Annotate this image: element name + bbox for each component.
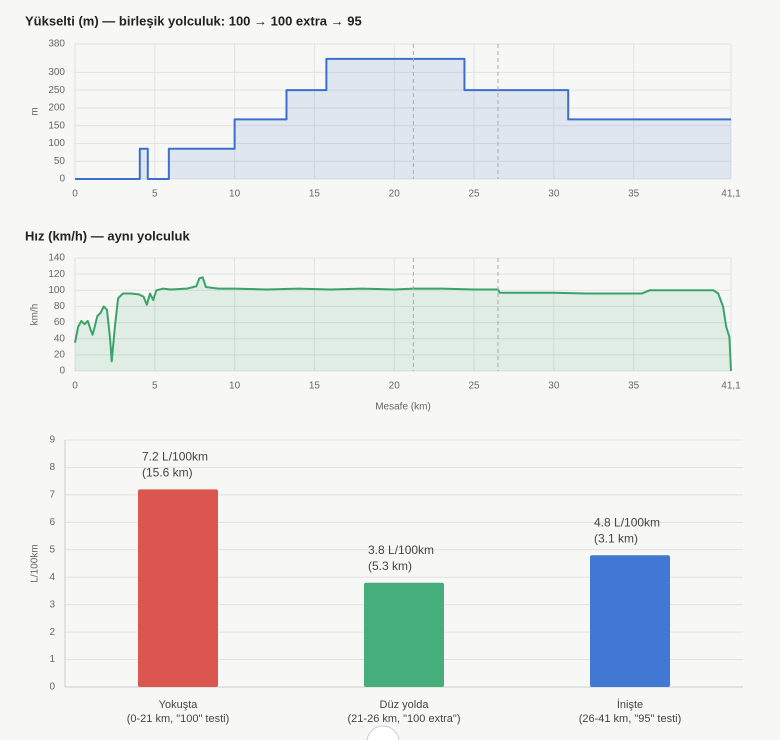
x-tick-label: 20	[389, 381, 401, 392]
y-axis-label: km/h	[30, 304, 41, 326]
y-tick-label: 250	[48, 85, 65, 96]
distance-label: (15.6 km)	[142, 466, 193, 480]
x-tick-label: 0	[72, 189, 78, 200]
x-tick-label: 5	[152, 381, 158, 392]
x-tick-label: Yokuşta	[159, 699, 199, 711]
x-tick-label: 0	[72, 381, 78, 392]
y-tick-label: 0	[49, 682, 55, 693]
x-tick-label: 41,1	[721, 189, 741, 200]
x-tick-label: 35	[628, 381, 640, 392]
x-tick-label: İnişte	[617, 698, 643, 711]
y-tick-label: 2	[49, 627, 55, 638]
x-tick-label: Düz yolda	[380, 699, 430, 711]
x-tick-label: (26-41 km, "95" testi)	[579, 713, 682, 725]
chart-title: Yükselti (m) — birleşik yolculuk: 100 → …	[25, 13, 362, 28]
bar	[364, 582, 444, 687]
y-tick-label: 50	[54, 156, 66, 167]
y-tick-label: 4	[49, 572, 55, 583]
y-tick-label: 140	[48, 253, 65, 264]
value-label: 7.2 L/100km	[142, 450, 208, 464]
x-tick-label: 10	[229, 381, 241, 392]
y-tick-label: 20	[54, 349, 66, 360]
x-tick-label: 15	[309, 189, 321, 200]
scroll-button[interactable]	[366, 725, 400, 740]
distance-label: (3.1 km)	[594, 531, 638, 545]
y-tick-label: 0	[59, 174, 65, 185]
bar	[138, 489, 218, 687]
y-tick-label: 150	[48, 120, 65, 131]
y-tick-label: 300	[48, 67, 65, 78]
x-tick-label: (21-26 km, "100 extra")	[348, 713, 461, 725]
distance-label: (5.3 km)	[368, 559, 412, 573]
y-axis-label: L/100km	[30, 544, 41, 582]
line	[75, 57, 731, 180]
x-tick-label: 15	[309, 381, 321, 392]
y-tick-label: 1	[49, 654, 55, 665]
y-tick-label: 40	[54, 333, 66, 344]
area	[75, 58, 731, 179]
chart-title: Hız (km/h) — aynı yolculuk	[25, 228, 190, 243]
x-axis-label: Mesafe (km)	[375, 402, 431, 413]
x-tick-label: 30	[548, 189, 560, 200]
x-tick-label: 25	[468, 381, 480, 392]
x-tick-label: 5	[152, 189, 158, 200]
y-tick-label: 8	[49, 462, 55, 473]
y-tick-label: 0	[59, 366, 65, 377]
x-tick-label: 41,1	[721, 381, 741, 392]
y-axis-label: m	[30, 107, 41, 115]
area	[75, 277, 731, 371]
y-tick-label: 80	[54, 301, 66, 312]
value-label: 4.8 L/100km	[594, 515, 660, 529]
x-tick-label: 10	[229, 189, 241, 200]
y-tick-label: 120	[48, 269, 65, 280]
x-tick-label: 20	[389, 189, 401, 200]
value-label: 3.8 L/100km	[368, 543, 434, 557]
y-tick-label: 380	[48, 39, 65, 50]
y-tick-label: 9	[49, 435, 55, 446]
x-tick-label: 35	[628, 189, 640, 200]
x-tick-label: (0-21 km, "100" testi)	[127, 713, 230, 725]
y-tick-label: 5	[49, 544, 55, 555]
x-tick-label: 30	[548, 381, 560, 392]
y-tick-label: 100	[48, 138, 65, 149]
line	[74, 276, 732, 372]
y-tick-label: 60	[54, 317, 66, 328]
y-tick-label: 7	[49, 490, 55, 501]
bar	[590, 555, 670, 687]
x-tick-label: 25	[468, 189, 480, 200]
y-tick-label: 3	[49, 599, 55, 610]
y-tick-label: 6	[49, 517, 55, 528]
y-tick-label: 100	[48, 285, 65, 296]
y-tick-label: 200	[48, 103, 65, 114]
